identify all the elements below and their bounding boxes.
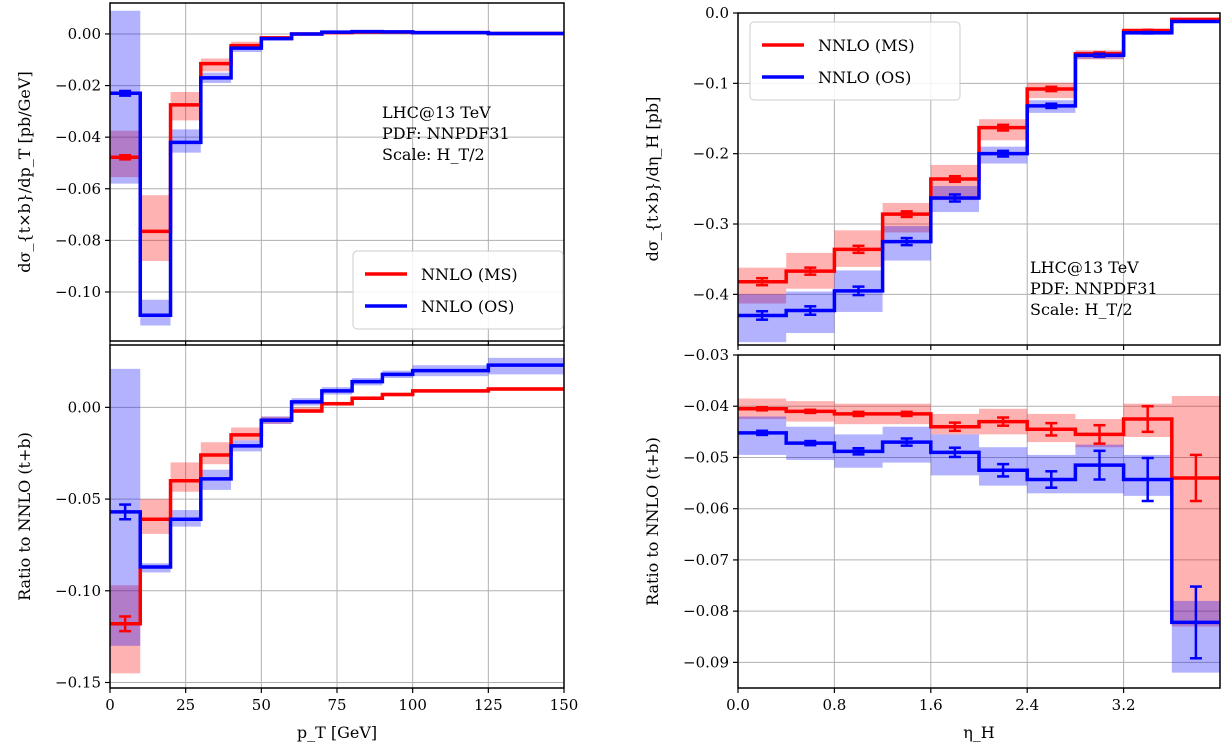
y-tick-label: 0.0 (705, 4, 729, 22)
y-tick-label: −0.04 (683, 397, 729, 415)
y-axis-label: Ratio to NNLO (t+b) (15, 432, 34, 601)
x-tick-label: 150 (550, 696, 579, 714)
plot-area (110, 10, 564, 326)
x-tick-label: 125 (474, 696, 503, 714)
y-tick-label: −0.02 (55, 77, 101, 95)
x-tick-label: 3.2 (1112, 696, 1136, 714)
x-tick-label: 50 (252, 696, 271, 714)
series-line-1 (110, 363, 564, 569)
y-tick-label: −0.03 (683, 346, 729, 364)
panel-pt_top: 0.00 −0.02 −0.04 −0.06 −0.08 −0.10 dσ_{t×b}/dp… (15, 2, 565, 346)
y-axis-label: Ratio to NNLO (t+b) (643, 437, 662, 606)
plot-frame (737, 12, 1221, 346)
legend-label: NNLO (MS) (818, 36, 915, 55)
annotation-line: PDF: NNPDF31 (1030, 279, 1158, 298)
y-tick-label: 0.00 (68, 398, 101, 416)
plot-frame (737, 354, 1221, 689)
y-tick-label: −0.06 (683, 500, 729, 518)
y-tick-label: −0.07 (683, 551, 729, 569)
uncertainty-band (140, 499, 171, 534)
x-tick-label: 0.0 (726, 696, 750, 714)
annotation-line: LHC@13 TeV (1030, 258, 1139, 277)
series-line-1 (738, 19, 1220, 318)
series-line-1 (738, 431, 1220, 625)
legend-box (352, 250, 564, 330)
series-line-1 (110, 29, 564, 317)
y-axis-label: dσ_{t×b}/dp_T [pb/GeV] (15, 71, 34, 272)
x-tick-label: 0 (105, 696, 115, 714)
legend-label: NNLO (OS) (818, 68, 911, 87)
y-tick-label: 0.00 (68, 25, 101, 43)
legend-box (749, 21, 961, 101)
plot-area (738, 395, 1220, 673)
uncertainty-band (170, 462, 201, 492)
plot-area (110, 357, 564, 674)
y-tick-label: −0.08 (683, 602, 729, 620)
y-tick-label: −0.04 (55, 128, 101, 146)
y-tick-label: −0.10 (55, 283, 101, 301)
plot-area (738, 17, 1220, 343)
y-tick-label: −0.4 (693, 285, 729, 303)
annotation-line: LHC@13 TeV (382, 103, 491, 122)
annotation-line: Scale: H_T/2 (382, 145, 485, 164)
x-tick-label: 100 (398, 696, 427, 714)
uncertainty-band (140, 195, 171, 262)
uncertainty-band (110, 130, 141, 178)
y-tick-label: −0.15 (55, 673, 101, 691)
x-axis-label: p_T [GeV] (297, 723, 377, 742)
y-axis-label: dσ_{t×b}/dη_H [pb] (643, 97, 662, 262)
y-tick-label: −0.08 (55, 231, 101, 249)
uncertainty-band (200, 442, 232, 465)
x-axis-label: η_H (963, 723, 995, 742)
x-tick-label: 1.6 (919, 696, 943, 714)
panel-pt_bottom: 0 25 50 75 100 125 150 0.00 −0.05 −0.10 −0.15 Ratio… (15, 344, 579, 742)
y-tick-label: −0.3 (693, 215, 729, 233)
y-tick-label: −0.10 (55, 582, 101, 600)
y-tick-label: −0.05 (55, 490, 101, 508)
y-tick-label: −0.1 (693, 74, 729, 92)
uncertainty-band (140, 299, 171, 326)
legend-label: NNLO (OS) (421, 297, 514, 316)
y-tick-label: −0.09 (683, 653, 729, 671)
y-tick-label: −0.06 (55, 180, 101, 198)
panel-eta_bottom: 0.0 0.8 1.6 2.4 3.2 −0.03 −0.04 −0.05 −0.06 −0.07… (643, 346, 1221, 742)
annotation-line: PDF: NNPDF31 (382, 124, 510, 143)
series-line-0 (738, 407, 1220, 480)
annotation-line: Scale: H_T/2 (1030, 300, 1133, 319)
x-tick-label: 2.4 (1015, 696, 1039, 714)
y-tick-label: −0.05 (683, 448, 729, 466)
x-tick-label: 0.8 (822, 696, 846, 714)
panel-eta_top: 0.0 −0.1 −0.2 −0.3 −0.4 dσ_{t×b}/dη_H [pb] LHC… (643, 4, 1221, 350)
x-tick-label: 75 (327, 696, 346, 714)
y-tick-label: −0.2 (693, 145, 729, 163)
x-tick-label: 25 (176, 696, 195, 714)
legend-label: NNLO (MS) (421, 265, 518, 284)
